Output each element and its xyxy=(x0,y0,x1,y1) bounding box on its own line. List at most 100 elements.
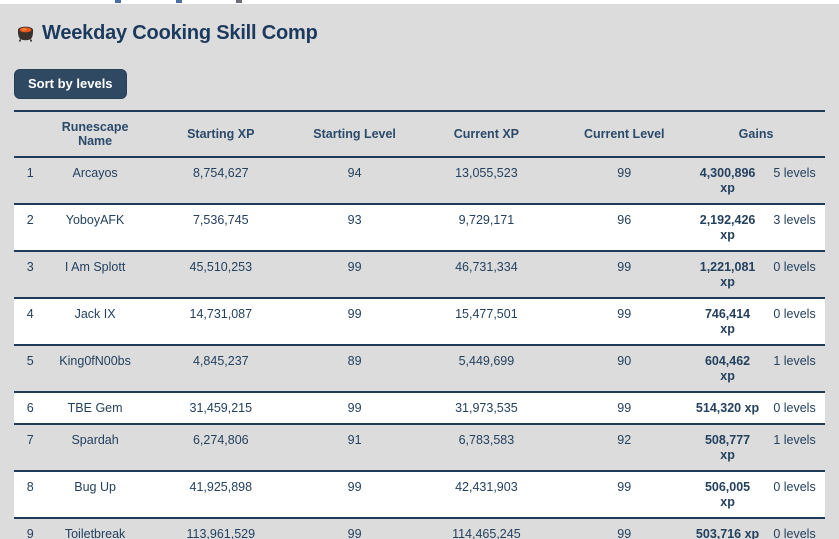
rank-cell: 3 xyxy=(26,260,34,274)
cooking-pot-icon xyxy=(16,25,35,42)
current-level-cell: 92 xyxy=(617,433,632,447)
starting-xp-cell: 6,274,806 xyxy=(192,433,249,447)
current-xp-cell: 114,465,245 xyxy=(452,527,521,539)
starting-level-cell: 93 xyxy=(347,213,362,227)
gain-levels-value: 3 levels xyxy=(773,213,816,227)
current-level-cell: 99 xyxy=(617,307,632,321)
starting-xp-cell: 7,536,745 xyxy=(192,213,249,227)
current-level-cell: 99 xyxy=(617,260,632,274)
column-header-current-xp: Current XP xyxy=(453,127,520,141)
current-xp-cell: 31,973,535 xyxy=(455,401,518,415)
gain-xp-value: 514,320 xp xyxy=(695,401,760,415)
table-row: 8 Bug Up 41,925,898 99 42,431,903 99 506… xyxy=(14,471,825,518)
starting-level-cell: 94 xyxy=(347,166,362,180)
table-row: 4 Jack IX 14,731,087 99 15,477,501 99 74… xyxy=(14,298,825,345)
rank-cell: 9 xyxy=(26,527,34,539)
rank-cell: 6 xyxy=(26,401,34,415)
current-xp-cell: 9,729,171 xyxy=(458,213,515,227)
clipped-content-above xyxy=(0,0,839,4)
gains-cell: 503,716 xp 0 levels xyxy=(687,518,825,539)
gain-levels-value: 0 levels xyxy=(773,307,816,321)
rank-cell: 7 xyxy=(26,433,34,447)
clipped-text-fragment xyxy=(176,0,182,3)
column-header-starting-level: Starting Level xyxy=(313,127,396,141)
gain-levels-value: 0 levels xyxy=(773,480,816,494)
starting-xp-cell: 8,754,627 xyxy=(192,166,249,180)
sort-by-levels-button[interactable]: Sort by levels xyxy=(14,69,127,99)
table-row: 5 King0fN00bs 4,845,237 89 5,449,699 90 … xyxy=(14,345,825,392)
current-level-cell: 99 xyxy=(617,401,632,415)
rank-cell: 4 xyxy=(26,307,34,321)
gain-levels-value: 0 levels xyxy=(773,527,816,539)
current-xp-cell: 13,055,523 xyxy=(455,166,518,180)
column-header-gains: Gains xyxy=(738,127,774,141)
starting-level-cell: 91 xyxy=(347,433,362,447)
column-header-current-level: Current Level xyxy=(583,127,665,141)
current-level-cell: 99 xyxy=(617,480,632,494)
gains-cell: 514,320 xp 0 levels xyxy=(687,392,825,424)
table-header-row: Runescape Name Starting XP Starting Leve… xyxy=(14,111,825,157)
gain-levels-value: 1 levels xyxy=(773,354,816,368)
rank-cell: 2 xyxy=(26,213,34,227)
gains-cell: 1,221,081 xp 0 levels xyxy=(687,251,825,298)
gain-levels-value: 0 levels xyxy=(773,401,816,415)
gains-cell: 604,462 xp 1 levels xyxy=(687,345,825,392)
gains-cell: 746,414 xp 0 levels xyxy=(687,298,825,345)
column-header-runescape-name: Runescape Name xyxy=(61,120,129,148)
current-xp-cell: 46,731,334 xyxy=(455,260,518,274)
table-row: 7 Spardah 6,274,806 91 6,783,583 92 508,… xyxy=(14,424,825,471)
starting-level-cell: 99 xyxy=(347,307,362,321)
gains-cell: 2,192,426 xp 3 levels xyxy=(687,204,825,251)
player-name-cell: Toiletbreak xyxy=(64,527,126,539)
table-row: 6 TBE Gem 31,459,215 99 31,973,535 99 51… xyxy=(14,392,825,424)
starting-xp-cell: 4,845,237 xyxy=(192,354,249,368)
player-name-cell: Spardah xyxy=(71,433,119,447)
gain-xp-value: 604,462 xp xyxy=(704,354,751,383)
current-xp-cell: 15,477,501 xyxy=(455,307,518,321)
current-xp-cell: 42,431,903 xyxy=(455,480,518,494)
starting-xp-cell: 41,925,898 xyxy=(189,480,253,494)
rank-cell: 5 xyxy=(26,354,34,368)
starting-xp-cell: 45,510,253 xyxy=(189,260,253,274)
gain-xp-value: 1,221,081 xp xyxy=(699,260,756,289)
rank-cell: 8 xyxy=(26,480,34,494)
leaderboard-body: 1 Arcayos 8,754,627 94 13,055,523 99 4,3… xyxy=(14,157,825,539)
current-level-cell: 96 xyxy=(617,213,632,227)
starting-level-cell: 99 xyxy=(347,480,362,494)
column-header-starting-xp: Starting XP xyxy=(187,127,255,141)
clipped-text-fragment xyxy=(115,0,121,3)
gain-xp-value: 746,414 xp xyxy=(704,307,751,336)
gains-cell: 4,300,896 xp 5 levels xyxy=(687,157,825,204)
leaderboard-table: Runescape Name Starting XP Starting Leve… xyxy=(14,110,825,539)
player-name-cell: King0fN00bs xyxy=(59,354,131,368)
starting-xp-cell: 14,731,087 xyxy=(189,307,253,321)
gain-xp-value: 2,192,426 xp xyxy=(699,213,756,242)
player-name-cell: Bug Up xyxy=(74,480,116,494)
gain-levels-value: 1 levels xyxy=(773,433,816,447)
player-name-cell: Arcayos xyxy=(72,166,118,180)
gains-cell: 508,777 xp 1 levels xyxy=(687,424,825,471)
gains-cell: 506,005 xp 0 levels xyxy=(687,471,825,518)
table-row: 2 YoboyAFK 7,536,745 93 9,729,171 96 2,1… xyxy=(14,204,825,251)
starting-xp-cell: 113,961,529 xyxy=(186,527,256,539)
clipped-text-fragment xyxy=(236,0,242,3)
gain-xp-value: 506,005 xp xyxy=(704,480,751,509)
column-header-rank xyxy=(14,111,46,157)
current-level-cell: 99 xyxy=(617,166,632,180)
gain-xp-value: 503,716 xp xyxy=(695,527,760,539)
player-name-cell: TBE Gem xyxy=(67,401,123,415)
table-row: 3 I Am Splott 45,510,253 99 46,731,334 9… xyxy=(14,251,825,298)
gain-levels-value: 0 levels xyxy=(773,260,816,274)
current-level-cell: 90 xyxy=(617,354,632,368)
starting-level-cell: 99 xyxy=(347,401,362,415)
current-xp-cell: 6,783,583 xyxy=(458,433,515,447)
gain-levels-value: 5 levels xyxy=(773,166,816,180)
table-row: 9 Toiletbreak 113,961,529 99 114,465,245… xyxy=(14,518,825,539)
current-level-cell: 99 xyxy=(617,527,632,539)
page-header: Weekday Cooking Skill Comp xyxy=(16,22,839,45)
gain-xp-value: 508,777 xp xyxy=(704,433,751,462)
player-name-cell: Jack IX xyxy=(74,307,116,321)
starting-xp-cell: 31,459,215 xyxy=(189,401,253,415)
player-name-cell: I Am Splott xyxy=(64,260,126,274)
rank-cell: 1 xyxy=(26,166,34,180)
